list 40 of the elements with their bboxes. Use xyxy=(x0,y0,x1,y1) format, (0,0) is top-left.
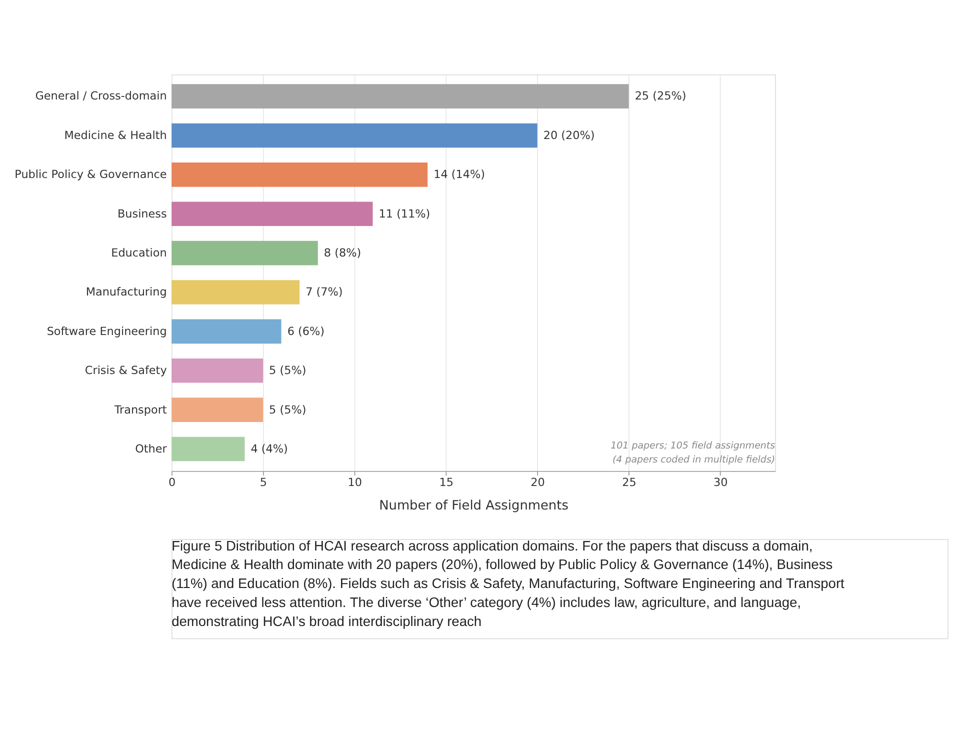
x-tick-label: 20 xyxy=(530,476,545,490)
x-axis-title: Number of Field Assignments xyxy=(379,498,569,514)
data-label: 7 (7%) xyxy=(306,286,343,299)
data-label: 8 (8%) xyxy=(324,246,362,260)
data-label: 6 (6%) xyxy=(287,324,324,338)
y-tick-label: Crisis & Safety xyxy=(84,364,168,378)
x-tick-label: 5 xyxy=(260,476,268,490)
y-tick-label: General / Cross-domain xyxy=(35,90,167,103)
data-label: 20 (20%) xyxy=(543,128,595,142)
x-tick-label: 25 xyxy=(622,476,636,490)
y-tick-label: Manufacturing xyxy=(86,286,167,299)
bar xyxy=(172,162,428,187)
data-label: 4 (4%) xyxy=(250,442,288,456)
bar xyxy=(172,240,318,266)
data-label: 25 (25%) xyxy=(634,90,686,103)
bar xyxy=(172,123,538,148)
y-tick-label: Business xyxy=(117,207,167,220)
y-tick-label: Software Engineering xyxy=(46,324,167,338)
bar xyxy=(172,398,264,422)
bar xyxy=(172,280,300,304)
x-tick-label: 30 xyxy=(714,476,728,490)
y-tick-label: Transport xyxy=(113,403,168,416)
y-tick-label: Other xyxy=(135,442,168,456)
bar xyxy=(172,84,629,108)
data-label: 11 (11%) xyxy=(378,207,430,220)
annotation: 101 papers; 105 field assignments (4 papers coded in multiple fields) xyxy=(610,440,776,466)
bar xyxy=(172,436,245,462)
bar xyxy=(172,358,264,383)
bar xyxy=(172,319,282,344)
x-tick-label: 0 xyxy=(168,476,176,490)
data-label: 5 (5%) xyxy=(269,364,306,378)
data-label: 14 (14%) xyxy=(434,168,486,182)
y-tick-label: Medicine & Health xyxy=(64,128,167,142)
bar xyxy=(172,202,373,226)
x-tick-label: 15 xyxy=(439,476,454,490)
y-tick-label: Education xyxy=(111,246,167,260)
data-label: 5 (5%) xyxy=(269,403,306,416)
x-tick-label: 10 xyxy=(348,476,362,490)
caption: Figure 5 Distribution of HCAI research across application domains. For the papers that discuss a domain, Medicine & Health dominate with 20 papers (20%), followed by Public Policy & Governance (14%), Business (11%) and Education (8%). Fields such as Crisis & Safety, Manufacturing, Software Engineering and Transport have received less attention. The diverse ‘Other’ category (4%) includes law, agriculture, and language, demonstrating HCAI’s broad interdisciplinary reach xyxy=(172,538,845,630)
y-tick-label: Public Policy & Governance xyxy=(14,168,167,182)
